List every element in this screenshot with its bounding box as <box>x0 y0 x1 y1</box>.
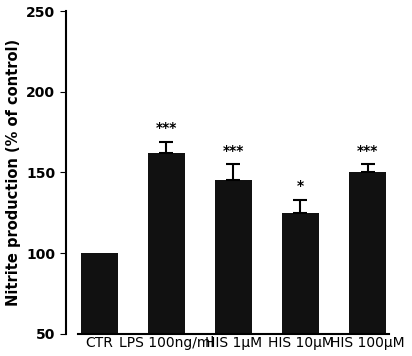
Text: *: * <box>297 179 304 193</box>
Bar <box>282 213 319 334</box>
Bar <box>215 180 252 334</box>
Text: ***: *** <box>223 144 244 158</box>
Text: ***: *** <box>357 144 378 158</box>
Bar <box>148 153 185 334</box>
Y-axis label: Nitrite production (% of control): Nitrite production (% of control) <box>5 39 21 306</box>
Bar <box>81 253 118 334</box>
Bar <box>349 172 386 334</box>
Text: ***: *** <box>156 121 177 135</box>
